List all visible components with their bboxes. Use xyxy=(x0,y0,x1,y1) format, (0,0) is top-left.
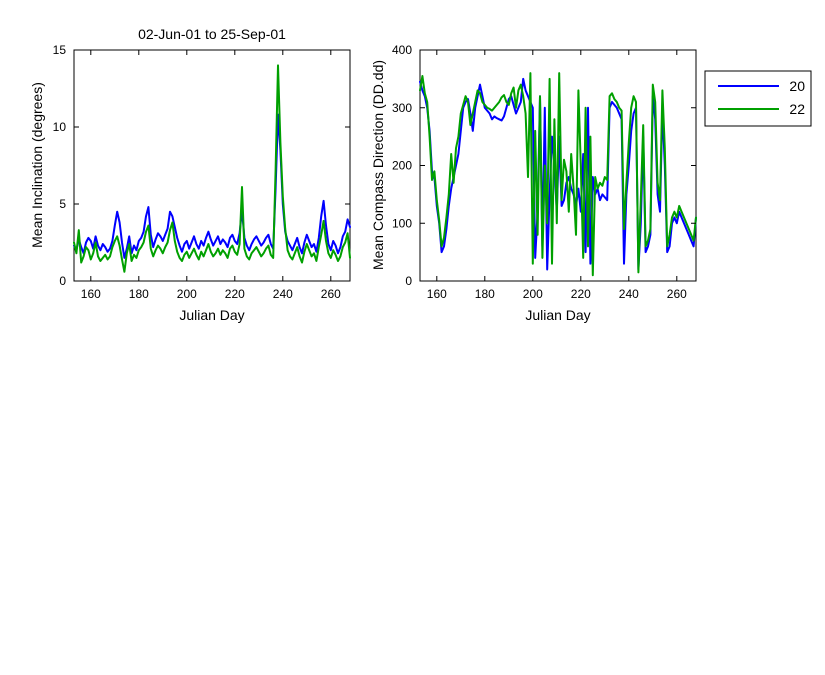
compass-y-tick-label: 200 xyxy=(392,159,412,173)
compass-y-tick-label: 400 xyxy=(392,43,412,57)
inclination-series-22-line xyxy=(73,64,351,273)
compass-x-tick-label: 160 xyxy=(427,287,447,301)
compass-series-layer xyxy=(419,72,697,277)
compass-y-tick-label: 300 xyxy=(392,101,412,115)
compass-chart: 160 180 200 220 240 260 0 100 200 300 400 Julian D… xyxy=(370,43,697,323)
compass-y-tick-label: 0 xyxy=(405,274,412,288)
compass-y-axis-label: Mean Compass Direction (DD.dd) xyxy=(370,60,386,270)
compass-axis-ticks: 160 180 200 220 240 260 0 100 200 300 400 xyxy=(392,43,696,301)
inclination-axis-ticks: 160 180 200 220 240 260 0 5 10 15 xyxy=(53,43,350,301)
legend-label-22: 22 xyxy=(789,101,805,117)
legend: 20 22 xyxy=(704,70,812,127)
compass-x-tick-label: 180 xyxy=(475,287,495,301)
compass-x-tick-label: 260 xyxy=(667,287,687,301)
inclination-title: 02-Jun-01 to 25-Sep-01 xyxy=(138,26,286,42)
compass-series-22-line xyxy=(419,72,697,277)
compass-x-tick-label: 220 xyxy=(571,287,591,301)
legend-label-20: 20 xyxy=(789,78,805,94)
inclination-x-tick-label: 160 xyxy=(81,287,101,301)
legend-box xyxy=(704,70,812,127)
compass-x-axis-label: Julian Day xyxy=(525,307,590,323)
inclination-y-axis-label: Mean Inclination (degrees) xyxy=(29,82,45,248)
compass-y-tick-label: 100 xyxy=(392,216,412,230)
inclination-series-20-line xyxy=(73,113,351,259)
inclination-series-layer xyxy=(73,64,351,273)
inclination-chart: 160 180 200 220 240 260 0 5 10 15 02-Jun-01 to 25… xyxy=(29,26,351,323)
inclination-x-tick-label: 200 xyxy=(177,287,197,301)
inclination-x-tick-label: 260 xyxy=(321,287,341,301)
inclination-y-tick-label: 5 xyxy=(59,197,66,211)
inclination-x-tick-label: 240 xyxy=(273,287,293,301)
compass-x-tick-label: 240 xyxy=(619,287,639,301)
inclination-y-tick-label: 0 xyxy=(59,274,66,288)
inclination-y-tick-label: 10 xyxy=(53,120,67,134)
inclination-x-tick-label: 220 xyxy=(225,287,245,301)
inclination-x-axis-label: Julian Day xyxy=(179,307,244,323)
inclination-y-tick-label: 15 xyxy=(53,43,67,57)
inclination-x-tick-label: 180 xyxy=(129,287,149,301)
compass-x-tick-label: 200 xyxy=(523,287,543,301)
